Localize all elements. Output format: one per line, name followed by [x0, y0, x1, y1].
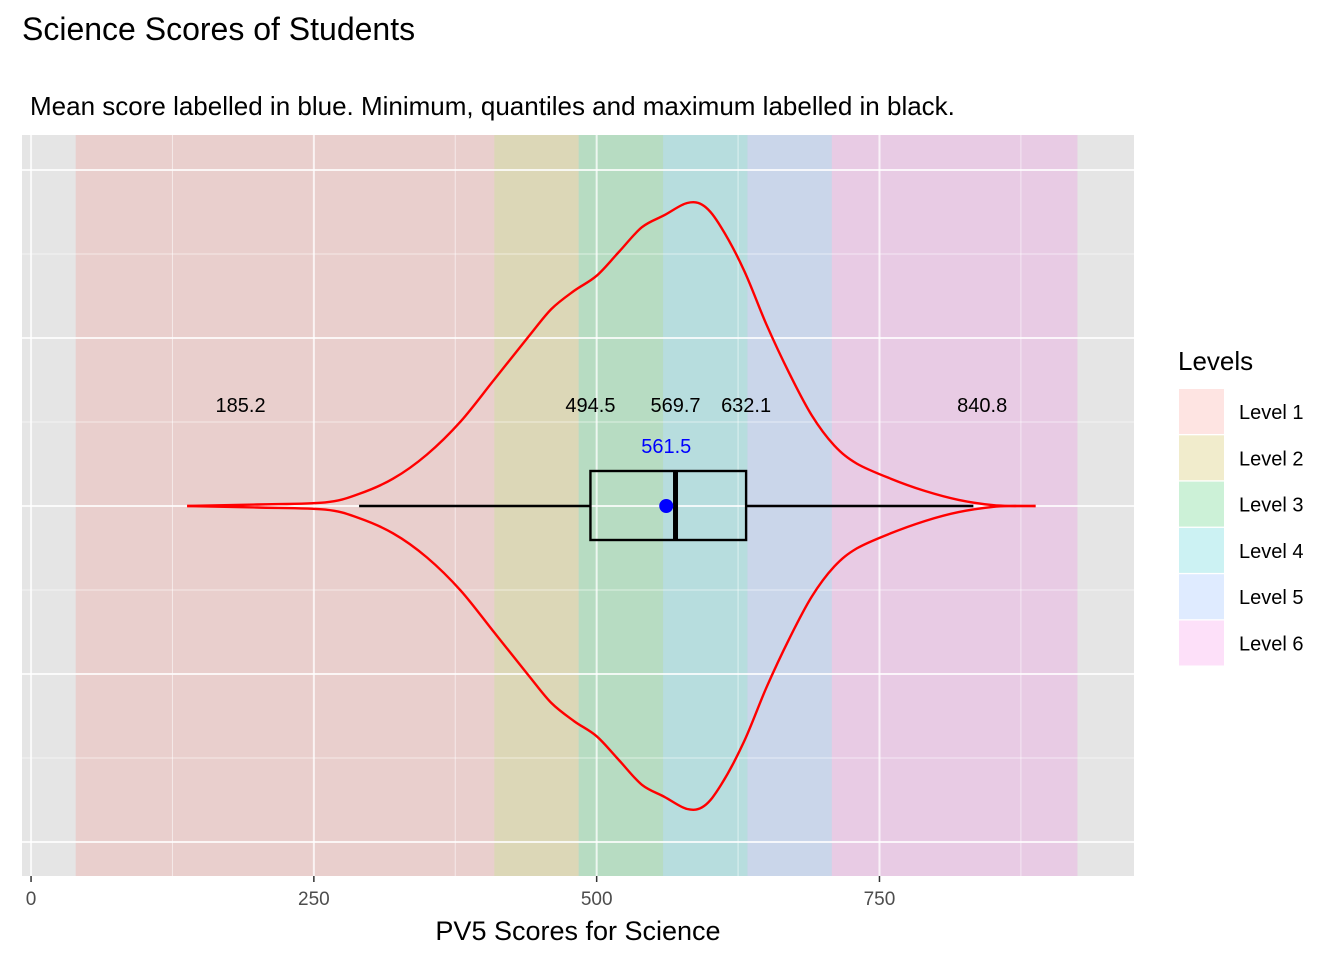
- chart-title: Science Scores of Students: [22, 11, 415, 47]
- legend-label-level-2: Level 2: [1239, 448, 1304, 470]
- legend-label-level-1: Level 1: [1239, 402, 1304, 424]
- violin-upper-outline: [187, 201, 1036, 508]
- legend-key-level-2: [1179, 435, 1224, 481]
- legend-key-level-3: [1179, 481, 1224, 527]
- x-axis-title: PV5 Scores for Science: [435, 916, 720, 946]
- legend-label-level-4: Level 4: [1239, 541, 1304, 563]
- legend-key-background: [1179, 481, 1224, 527]
- x-tick-label: 250: [298, 889, 330, 910]
- legend-key-background: [1179, 435, 1224, 481]
- legend-label-level-5: Level 5: [1239, 587, 1304, 609]
- legend-key-level-4: [1179, 527, 1224, 573]
- legend-title: Levels: [1178, 346, 1253, 376]
- legend-key-background: [1179, 574, 1224, 620]
- mean-label: 561.5: [641, 436, 691, 458]
- chart-subtitle: Mean score labelled in blue. Minimum, qu…: [30, 91, 955, 121]
- stat-label: 840.8: [957, 395, 1007, 417]
- plot-area: 561.5 185.2 494.5 569.7 632.1 840.8 0 250 500 750: [22, 135, 1134, 910]
- mean-point: [659, 499, 674, 513]
- legend-key-level-6: [1179, 620, 1224, 666]
- boxplot-box: [589, 469, 748, 542]
- stat-label: 185.2: [216, 395, 266, 417]
- legend-label-level-6: Level 6: [1239, 634, 1304, 656]
- x-tick-label: 0: [26, 889, 37, 910]
- legend: Levels Level 1 Level 2 Level 3 Level 4 Level …: [1178, 346, 1304, 666]
- x-tick-label: 750: [864, 889, 896, 910]
- stat-label: 569.7: [650, 395, 700, 417]
- legend-key-background: [1179, 527, 1224, 573]
- legend-key-level-1: [1179, 389, 1224, 434]
- legend-key-level-5: [1179, 574, 1224, 620]
- stat-label: 632.1: [721, 395, 771, 417]
- violin-lower-outline: [187, 504, 1036, 811]
- stat-label: 494.5: [565, 395, 615, 417]
- legend-key-background: [1179, 620, 1224, 666]
- legend-label-level-3: Level 3: [1239, 495, 1304, 517]
- legend-key-background: [1179, 389, 1224, 434]
- x-tick-label: 500: [581, 889, 613, 910]
